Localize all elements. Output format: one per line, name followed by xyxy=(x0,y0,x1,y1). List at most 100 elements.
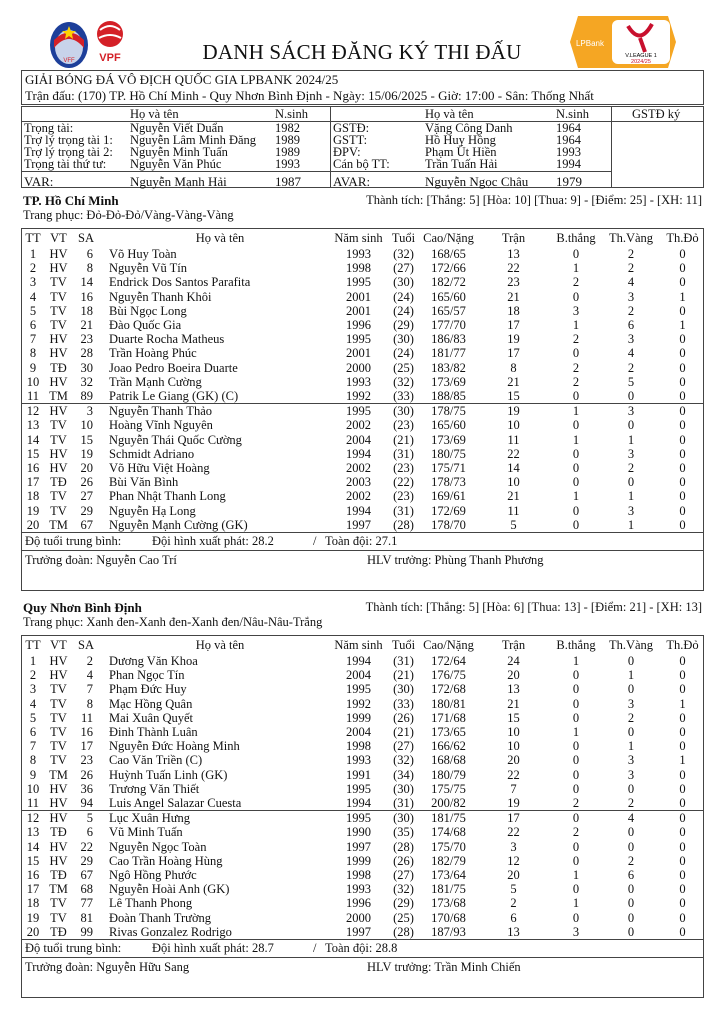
player-cell: 180/81 xyxy=(431,696,466,711)
column-header: Năm sinh xyxy=(334,638,383,652)
team-staff: Trưởng đoàn: Nguyễn Cao Trí HLV trưởng: … xyxy=(22,550,703,590)
player-cell: TV xyxy=(50,503,67,518)
player-cell: HV xyxy=(49,247,68,261)
official-role: VAR: xyxy=(24,174,54,189)
player-cell: 1 xyxy=(679,318,686,333)
player-cell: 30 xyxy=(80,360,94,375)
player-cell: Schmidt Adriano xyxy=(109,446,195,461)
player-cell: 3 xyxy=(627,753,635,768)
official-role: AVAR: xyxy=(333,174,371,189)
column-header: Năm sinh xyxy=(334,231,383,245)
officials-header-name: Họ và tên xyxy=(130,107,179,121)
svg-text:2024/25: 2024/25 xyxy=(631,59,651,65)
svg-text:VFF: VFF xyxy=(63,58,75,64)
player-cell: (27) xyxy=(393,739,414,754)
player-cell: 21 xyxy=(507,696,520,711)
player-cell: Nguyễn Vũ Tín xyxy=(109,261,188,276)
player-cell: (32) xyxy=(393,247,414,261)
player-cell: 5 xyxy=(73,810,99,826)
player-cell: HV xyxy=(49,839,68,854)
player-cell: (29) xyxy=(393,896,414,911)
avg-team: Toàn đội: 27.1 xyxy=(325,534,398,549)
player-cell: 11 xyxy=(80,710,93,725)
player-cell: Trương Văn Thiết xyxy=(109,781,200,796)
player-cell: 0 xyxy=(572,853,580,868)
player-row: 7 HV 23 Duarte Rocha Matheus 1995 (30) 186/83 1… xyxy=(22,332,704,346)
player-cell: HV xyxy=(49,374,68,389)
player-cell: 0 xyxy=(679,781,686,796)
player-cell: 0 xyxy=(627,896,635,911)
player-cell: 182/79 xyxy=(431,853,466,868)
svg-text:LPBank: LPBank xyxy=(576,39,605,48)
player-cell: 2 xyxy=(627,360,635,375)
player-cell: 0 xyxy=(679,432,686,447)
player-cell: 0 xyxy=(679,767,686,782)
player-cell: 4 xyxy=(86,668,93,683)
player-cell: TV xyxy=(50,710,67,725)
player-cell: 0 xyxy=(572,882,580,897)
column-header: Th.Vàng xyxy=(608,638,654,652)
team-record: Thành tích: [Thắng: 5] [Hòa: 10] [Thua: … xyxy=(366,193,702,207)
column-header: Th.Đỏ xyxy=(666,231,699,245)
table-header: TT VT SA Họ và tên Năm sinh Tuổi Cao/Nặng Trận B… xyxy=(22,636,704,654)
player-cell: 0 xyxy=(627,389,635,404)
player-cell: 6 xyxy=(29,318,37,333)
player-cell: Endrick Dos Santos Parafita xyxy=(109,275,251,290)
player-cell: 20 xyxy=(80,461,94,476)
player-cell: 173/65 xyxy=(431,725,466,740)
player-cell: 1 xyxy=(572,261,580,276)
avg-label: Độ tuổi trung bình: xyxy=(25,534,122,549)
player-cell: Huỳnh Tuấn Linh (GK) xyxy=(109,767,228,782)
column-header: Họ và tên xyxy=(195,638,245,652)
player-cell: Đào Quốc Gia xyxy=(109,318,182,333)
player-cell: 15 xyxy=(80,432,94,447)
player-cell: 77 xyxy=(80,896,94,911)
player-cell: 1 xyxy=(551,403,601,419)
player-cell: (32) xyxy=(393,753,414,768)
player-cell: 20 xyxy=(26,924,40,939)
player-cell: 0 xyxy=(572,475,580,490)
player-row: 2 HV 8 Nguyễn Vũ Tín 1998 (27) 172/66 22 1 2 0 xyxy=(22,261,704,275)
player-cell: Nguyễn Hạ Long xyxy=(109,503,196,518)
player-cell: 2 xyxy=(572,275,580,290)
player-row: 6 TV 16 Đinh Thành Luân 2004 (21) 173/65 10 1 0 0 xyxy=(22,725,704,739)
player-cell: 200/82 xyxy=(431,796,466,811)
player-cell: Cao Văn Triền (C) xyxy=(109,753,203,768)
player-cell: 0 xyxy=(679,896,686,911)
player-row: 19 TV 29 Nguyễn Hạ Long 1994 (31) 172/69 11 0 3 0 xyxy=(22,504,704,518)
player-cell: 180/79 xyxy=(431,767,466,782)
player-cell: 32 xyxy=(80,374,94,389)
player-cell: Đoàn Thanh Trường xyxy=(109,910,212,925)
player-cell: 0 xyxy=(572,461,580,476)
avg-label: Độ tuổi trung bình: xyxy=(25,941,122,956)
player-cell: 26 xyxy=(80,767,94,782)
player-cell: 6 xyxy=(627,318,635,333)
team-name: Quy Nhơn Bình Định xyxy=(23,600,142,615)
player-cell: 1991 xyxy=(346,767,371,782)
player-cell: TV xyxy=(50,896,67,911)
player-cell: (32) xyxy=(393,374,414,389)
player-cell: 24 xyxy=(507,654,520,668)
player-cell: 9 xyxy=(29,767,37,782)
player-cell: 1990 xyxy=(346,825,371,840)
player-cell: TĐ xyxy=(50,924,67,939)
player-cell: 1993 xyxy=(346,247,371,261)
player-cell: 6 xyxy=(627,868,635,883)
player-cell: 20 xyxy=(507,868,520,883)
player-cell: TĐ xyxy=(50,360,67,375)
player-cell: Bùi Ngọc Long xyxy=(109,303,187,318)
avg-starting: Đội hình xuất phát: 28.2 xyxy=(152,534,274,549)
official-name: Nguyễn Viết Duẩn xyxy=(130,121,224,135)
player-cell: TV xyxy=(50,725,67,740)
player-cell: (35) xyxy=(393,825,414,840)
officials-header-name-2: Họ và tên xyxy=(425,107,474,121)
player-cell: Võ Huy Toàn xyxy=(109,247,177,261)
player-cell: 12 xyxy=(507,853,520,868)
player-cell: 5 xyxy=(29,303,37,318)
player-cell: 89 xyxy=(80,389,94,404)
player-cell: 2002 xyxy=(346,418,371,433)
player-cell: (23) xyxy=(393,418,414,433)
column-header: Th.Vàng xyxy=(608,231,654,245)
player-cell: Luis Angel Salazar Cuesta xyxy=(109,796,242,811)
player-cell: (34) xyxy=(393,767,414,782)
